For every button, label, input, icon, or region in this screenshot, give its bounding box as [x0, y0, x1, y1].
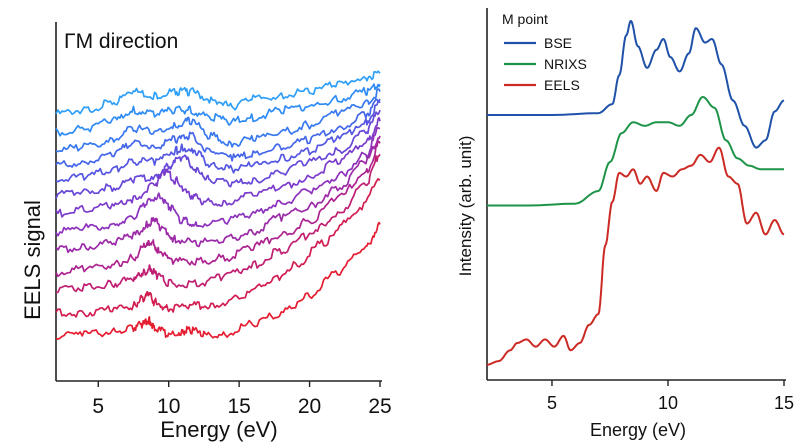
x-tick-label: 15 — [774, 393, 794, 413]
series-line-eels — [486, 146, 785, 366]
right-xlabel: Energy (eV) — [590, 420, 686, 440]
left-ylabel: EELS signal — [20, 200, 45, 320]
right-x-ticks: 5 10 15 — [547, 380, 794, 413]
series-line-1 — [55, 83, 381, 137]
legend: BSE NRIXS EELS — [504, 35, 587, 93]
series-line-7 — [55, 126, 381, 237]
series-line-6 — [55, 116, 381, 218]
m-point-panel: Intensity (arb. unit) M point BSE NRIXS EE… — [456, 8, 794, 440]
series-line-9 — [55, 140, 381, 278]
series-line-nrixs — [487, 95, 784, 207]
right-curves — [486, 19, 785, 366]
series-line-5 — [55, 109, 381, 199]
series-line-bse — [487, 19, 785, 149]
x-tick-label: 5 — [92, 395, 104, 418]
left-panel-title: ΓM direction — [64, 30, 178, 53]
x-tick-label: 10 — [658, 393, 678, 413]
series-line-0 — [55, 70, 381, 116]
x-tick-label: 15 — [227, 395, 250, 418]
legend-label-eels: EELS — [544, 77, 580, 93]
right-panel-title: M point — [502, 11, 548, 27]
series-line-3 — [55, 98, 381, 168]
left-curves — [55, 70, 381, 340]
left-x-ticks: 5 10 15 20 25 — [92, 381, 392, 418]
eels-momentum-panel: EELS signal ΓM direction 5 10 15 20 25 Energ… — [20, 22, 392, 442]
series-line-4 — [55, 100, 381, 183]
x-tick-label: 5 — [547, 393, 557, 413]
x-tick-label: 10 — [157, 395, 180, 418]
series-line-10 — [55, 153, 381, 294]
legend-label-bse: BSE — [544, 35, 572, 51]
series-line-2 — [56, 88, 381, 153]
x-tick-label: 20 — [298, 395, 321, 418]
series-line-12 — [55, 221, 381, 340]
right-ylabel: Intensity (arb. unit) — [456, 136, 475, 277]
series-line-8 — [55, 135, 381, 254]
legend-label-nrixs: NRIXS — [544, 56, 587, 72]
x-tick-label: 25 — [368, 395, 391, 418]
series-line-11 — [55, 178, 381, 318]
left-xlabel: Energy (eV) — [160, 417, 277, 442]
